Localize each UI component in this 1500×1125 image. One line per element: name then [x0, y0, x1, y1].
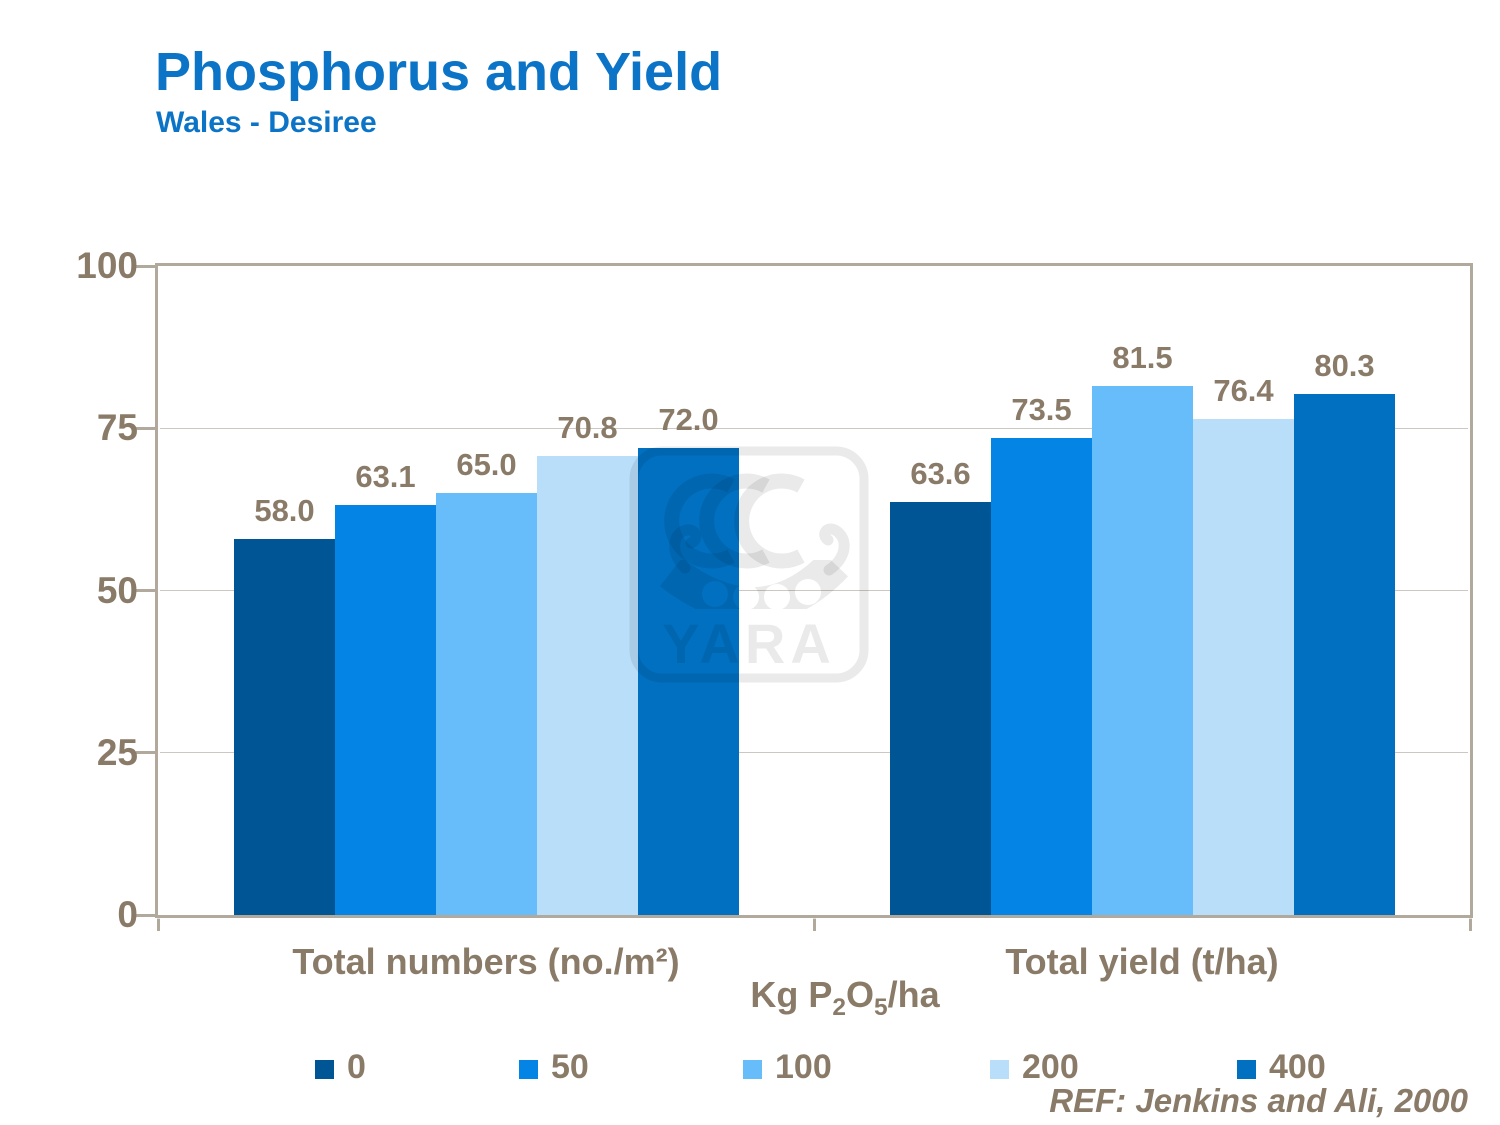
chart-title: Phosphorus and Yield [155, 42, 723, 102]
legend-title-part: /ha [887, 974, 940, 1015]
bar-0-numbers [234, 538, 335, 915]
legend-label: 200 [1022, 1048, 1079, 1086]
bar-value-label: 63.1 [355, 459, 416, 495]
y-axis-tick-25 [136, 751, 158, 755]
bar-200-yield [1193, 419, 1294, 915]
legend-swatch-icon [990, 1059, 1009, 1079]
legend-label: 50 [551, 1048, 589, 1086]
legend-label: 100 [775, 1048, 832, 1086]
bar-value-label: 63.6 [910, 456, 971, 492]
x-axis-tick-2 [1468, 916, 1472, 931]
legend-item-400: 400 [1237, 1048, 1326, 1087]
x-axis-tick-0 [156, 916, 160, 931]
category-label-total-numbers: Total numbers (no./m²) [292, 941, 680, 982]
bar-value-label: 76.4 [1213, 373, 1274, 409]
bar-100-numbers [436, 493, 537, 915]
legend-title-part: 5 [874, 993, 888, 1021]
bar-100-yield [1092, 386, 1193, 915]
y-axis-label-100: 100 [76, 245, 138, 286]
legend-swatch-icon [743, 1059, 762, 1079]
plot-area-frame [155, 263, 1473, 918]
chart-subtitle: Wales - Desiree [156, 106, 377, 139]
bar-200-numbers [537, 455, 638, 915]
sail-arc-icon [699, 473, 770, 569]
legend-title-part: 2 [832, 993, 846, 1021]
gridline-25 [160, 752, 1468, 754]
bar-value-label: 72.0 [658, 401, 719, 437]
bar-value-label: 81.5 [1112, 340, 1173, 376]
legend-swatch-icon [315, 1059, 334, 1079]
y-axis-label-0: 0 [117, 894, 138, 935]
y-axis-label-25: 25 [96, 731, 138, 773]
watermark-border [629, 446, 869, 683]
bar-400-yield [1294, 393, 1395, 915]
y-axis-tick-75 [136, 426, 158, 430]
y-axis-label-75: 75 [96, 407, 138, 449]
y-axis-tick-100 [136, 264, 158, 268]
sail-arc-icon [664, 473, 735, 569]
watermark-text: YARA [662, 612, 836, 675]
bar-value-label: 70.8 [557, 409, 618, 445]
legend-title: Kg P2O5/ha [595, 974, 1095, 1022]
ship-hull-icon [659, 551, 849, 624]
x-axis-tick-1 [812, 916, 816, 931]
y-axis-tick-0 [136, 913, 158, 917]
bar-400-numbers [638, 447, 739, 915]
legend-title-part: O [845, 974, 874, 1015]
legend-title-part: Kg P [750, 974, 833, 1015]
ship-prow-icon [669, 524, 702, 574]
legend-swatch-icon [519, 1059, 538, 1079]
bar-0-yield [890, 502, 991, 915]
yara-watermark-logo: YARA [629, 446, 869, 683]
gridline-75 [160, 427, 1468, 429]
bar-50-numbers [335, 505, 436, 915]
y-axis-label-50: 50 [96, 569, 138, 611]
legend-swatch-icon [1237, 1059, 1256, 1079]
bar-value-label: 80.3 [1314, 347, 1375, 383]
legend-label: 0 [347, 1048, 366, 1086]
bar-value-label: 58.0 [254, 492, 315, 528]
reference-note: REF: Jenkins and Ali, 2000 [1049, 1082, 1468, 1119]
bar-value-label: 65.0 [456, 447, 517, 483]
bar-value-label: 73.5 [1011, 391, 1072, 427]
ship-stern-icon [819, 523, 850, 576]
legend-item-100: 100 [743, 1048, 832, 1087]
legend-item-200: 200 [990, 1048, 1079, 1087]
bar-50-yield [991, 437, 1092, 915]
gridline-50 [160, 590, 1468, 591]
y-axis-tick-50 [136, 589, 158, 592]
category-label-total-yield: Total yield (t/ha) [1005, 941, 1279, 982]
legend-item-0: 0 [315, 1048, 366, 1087]
legend-item-50: 50 [519, 1048, 589, 1087]
legend-label: 400 [1269, 1048, 1326, 1086]
sail-arc-icon [734, 473, 805, 569]
